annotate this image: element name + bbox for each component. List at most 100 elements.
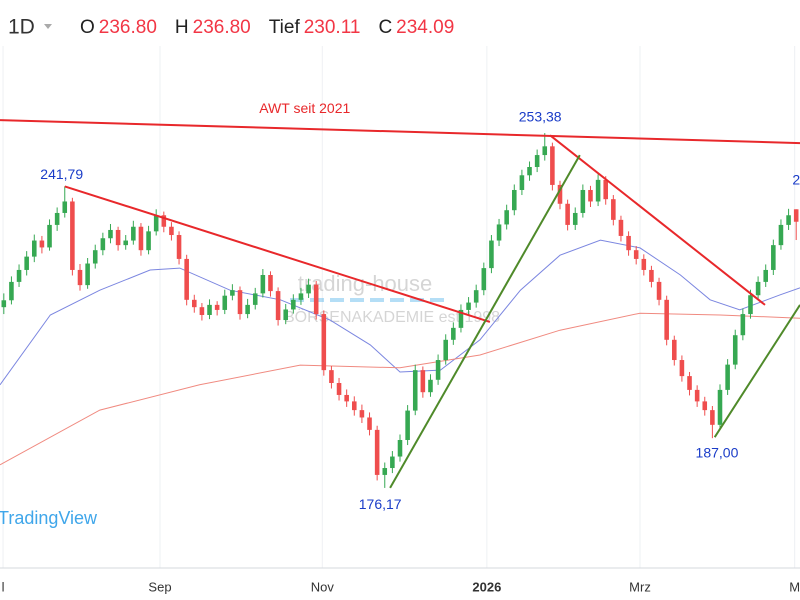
trend-line xyxy=(64,185,491,323)
candle-body xyxy=(435,360,441,380)
candle-body xyxy=(352,401,357,411)
header-value: 236.80 xyxy=(193,17,251,38)
candle-body xyxy=(1,300,7,308)
candle-body xyxy=(496,224,502,241)
candle-body xyxy=(298,293,304,300)
candle-body xyxy=(268,275,273,292)
candle-body xyxy=(92,250,98,264)
candle-body xyxy=(374,429,380,475)
candle-body xyxy=(77,269,83,286)
candle-body xyxy=(710,410,715,425)
candle-body xyxy=(397,439,403,457)
candle-body xyxy=(763,269,768,282)
candle-body xyxy=(283,309,288,321)
header-value: 236.80 xyxy=(99,17,157,38)
interval-caret[interactable] xyxy=(44,24,52,29)
candle-body xyxy=(557,184,563,204)
header-value: 234.09 xyxy=(396,17,454,38)
candle-body xyxy=(115,229,121,246)
candle-body xyxy=(717,389,723,425)
watermark: trading-house BÖRSENAKADEMIE est.1998 xyxy=(284,271,500,326)
candle-body xyxy=(153,215,159,232)
candle-body xyxy=(443,339,448,361)
x-tick-label: Mrz xyxy=(629,579,651,594)
candle-body xyxy=(108,229,113,239)
candle-body xyxy=(54,212,60,225)
candle-body xyxy=(245,304,250,315)
candle-body xyxy=(306,284,311,294)
x-tick-label: Sep xyxy=(148,579,171,594)
candle-body xyxy=(359,410,365,418)
candle-body xyxy=(603,179,608,200)
candle-body xyxy=(428,379,433,393)
candle-body xyxy=(748,295,753,315)
candle-body xyxy=(534,155,540,168)
candle-body xyxy=(199,307,205,315)
candle-body xyxy=(725,364,730,390)
trend-line xyxy=(549,134,766,306)
header-label: Tief xyxy=(269,17,301,38)
candle-body xyxy=(687,376,692,390)
candle-body xyxy=(481,268,487,291)
candle-body xyxy=(519,175,525,190)
annotation: 253,38 xyxy=(519,109,562,125)
candle-body xyxy=(451,327,456,340)
candle-body xyxy=(740,314,746,336)
annotation: 187,00 xyxy=(696,444,739,460)
candle-body xyxy=(672,339,677,361)
candle-body xyxy=(336,383,342,395)
interval[interactable]: 1D xyxy=(8,16,35,39)
candle-body xyxy=(131,226,136,241)
candle-body xyxy=(85,263,90,286)
candle-body xyxy=(214,304,220,310)
candle-body xyxy=(656,281,662,300)
candle-body xyxy=(123,240,128,246)
candle-body xyxy=(237,290,243,315)
candle-body xyxy=(565,203,570,225)
candle-body xyxy=(252,293,258,305)
candle-body xyxy=(62,201,68,213)
x-tick-label: 2026 xyxy=(472,579,501,594)
candle-body xyxy=(24,256,29,270)
candle-body xyxy=(664,299,669,340)
annotation: AWT seit 2021 xyxy=(259,100,350,116)
annotation: 241,79 xyxy=(40,166,83,182)
candle-body xyxy=(626,235,631,251)
candle-body xyxy=(367,417,372,430)
candle-body xyxy=(291,299,296,310)
candle-body xyxy=(572,212,578,225)
annotation: 176,17 xyxy=(359,496,402,512)
candle-body xyxy=(412,370,418,411)
watermark-title: trading-house xyxy=(298,271,433,296)
candle-body xyxy=(161,215,167,227)
header-bg xyxy=(0,0,800,46)
candle-body xyxy=(230,290,235,296)
candle-body xyxy=(588,189,593,202)
candle-body xyxy=(275,291,281,321)
candle-body xyxy=(260,275,266,294)
candle-body xyxy=(16,269,22,282)
candle-body xyxy=(70,201,75,270)
moving-average xyxy=(0,239,800,386)
candle-body xyxy=(466,302,471,310)
trend-line xyxy=(389,154,581,489)
candle-body xyxy=(420,370,426,393)
x-tick-label: Nov xyxy=(311,579,335,594)
candle-body xyxy=(100,238,106,251)
candle-body xyxy=(176,235,182,259)
watermark-subtitle: BÖRSENAKADEMIE est.1998 xyxy=(284,308,500,326)
candle-body xyxy=(184,258,189,300)
candle-body xyxy=(473,290,479,303)
candle-body xyxy=(702,401,708,411)
header-value: 230.11 xyxy=(304,17,361,38)
candle-body xyxy=(641,258,647,270)
candle-body xyxy=(580,189,586,213)
candle-body xyxy=(138,226,144,251)
candle-body xyxy=(321,314,327,371)
candle-body xyxy=(755,281,761,296)
candle-body xyxy=(527,167,532,176)
trend-line xyxy=(713,304,800,438)
candle-body xyxy=(390,456,395,469)
